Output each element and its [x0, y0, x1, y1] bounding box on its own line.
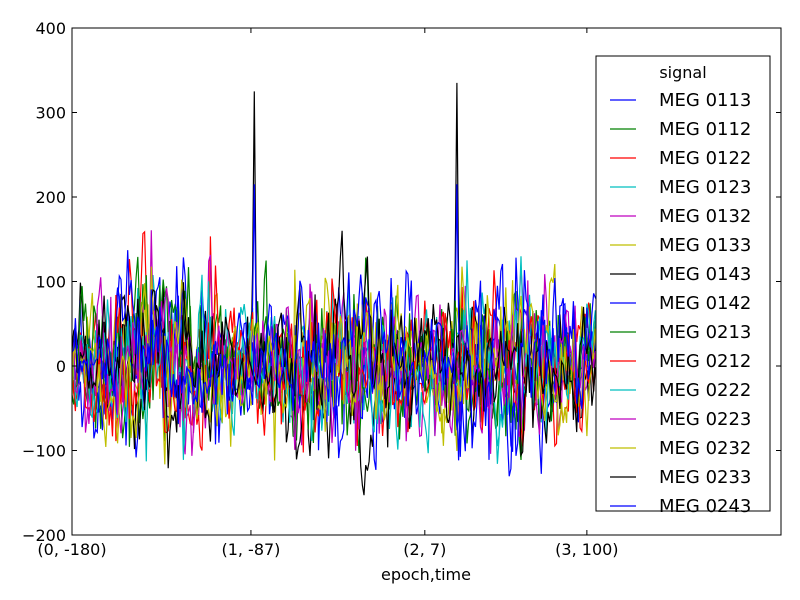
legend-entry: MEG 0133 [659, 235, 751, 256]
y-tick-label: 300 [35, 104, 66, 123]
legend-entry: MEG 0142 [659, 293, 751, 314]
y-tick-label: −100 [22, 442, 66, 461]
legend-entry: MEG 0213 [659, 322, 751, 343]
legend: signal MEG 0113 MEG 0112 MEG 0122 MEG 0123 ME… [595, 55, 771, 517]
legend-entry: MEG 0143 [659, 264, 751, 285]
x-tick-label: (3, 100) [555, 540, 618, 559]
y-tick-label: 0 [56, 357, 66, 376]
legend-entry: MEG 0232 [659, 438, 751, 459]
legend-entry: MEG 0132 [659, 206, 751, 227]
x-axis-title: epoch,time [381, 565, 471, 584]
legend-entry: MEG 0222 [659, 380, 751, 401]
x-tick-label: (2, 7) [403, 540, 446, 559]
y-tick-label: 100 [35, 273, 66, 292]
x-tick-label: (1, -87) [221, 540, 280, 559]
ticks-layer: −200 −100 0 100 200 300 400 (0, -180) (1, -87) (2… [22, 19, 781, 559]
y-tick-label: 400 [35, 19, 66, 38]
legend-entry: MEG 0123 [659, 177, 751, 198]
x-tick-label: (0, -180) [37, 540, 106, 559]
legend-title: signal [659, 63, 706, 82]
legend-entry: MEG 0233 [659, 467, 751, 488]
y-tick-label: 200 [35, 188, 66, 207]
legend-entry: MEG 0243 [659, 496, 751, 517]
legend-box [595, 55, 771, 512]
legend-entry: MEG 0223 [659, 409, 751, 430]
legend-entry: MEG 0122 [659, 148, 751, 169]
legend-entry: MEG 0212 [659, 351, 751, 372]
legend-entry: MEG 0112 [659, 119, 751, 140]
legend-entry: MEG 0113 [659, 90, 751, 111]
y-tick-label: −200 [22, 526, 66, 545]
